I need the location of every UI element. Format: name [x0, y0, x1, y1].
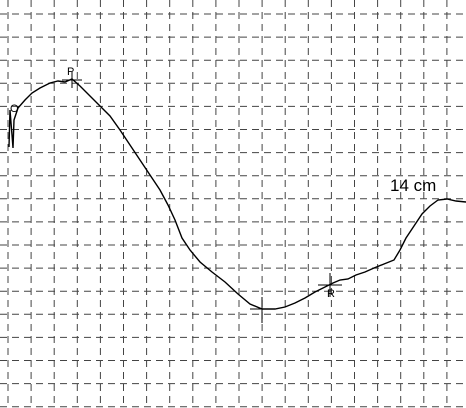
tracing-curve — [8, 78, 466, 310]
markers — [62, 72, 342, 323]
label-right: R — [327, 288, 335, 300]
label-peak: P — [67, 66, 74, 78]
label-start: O — [10, 103, 19, 115]
measurement-label: 14 cm — [390, 176, 436, 195]
